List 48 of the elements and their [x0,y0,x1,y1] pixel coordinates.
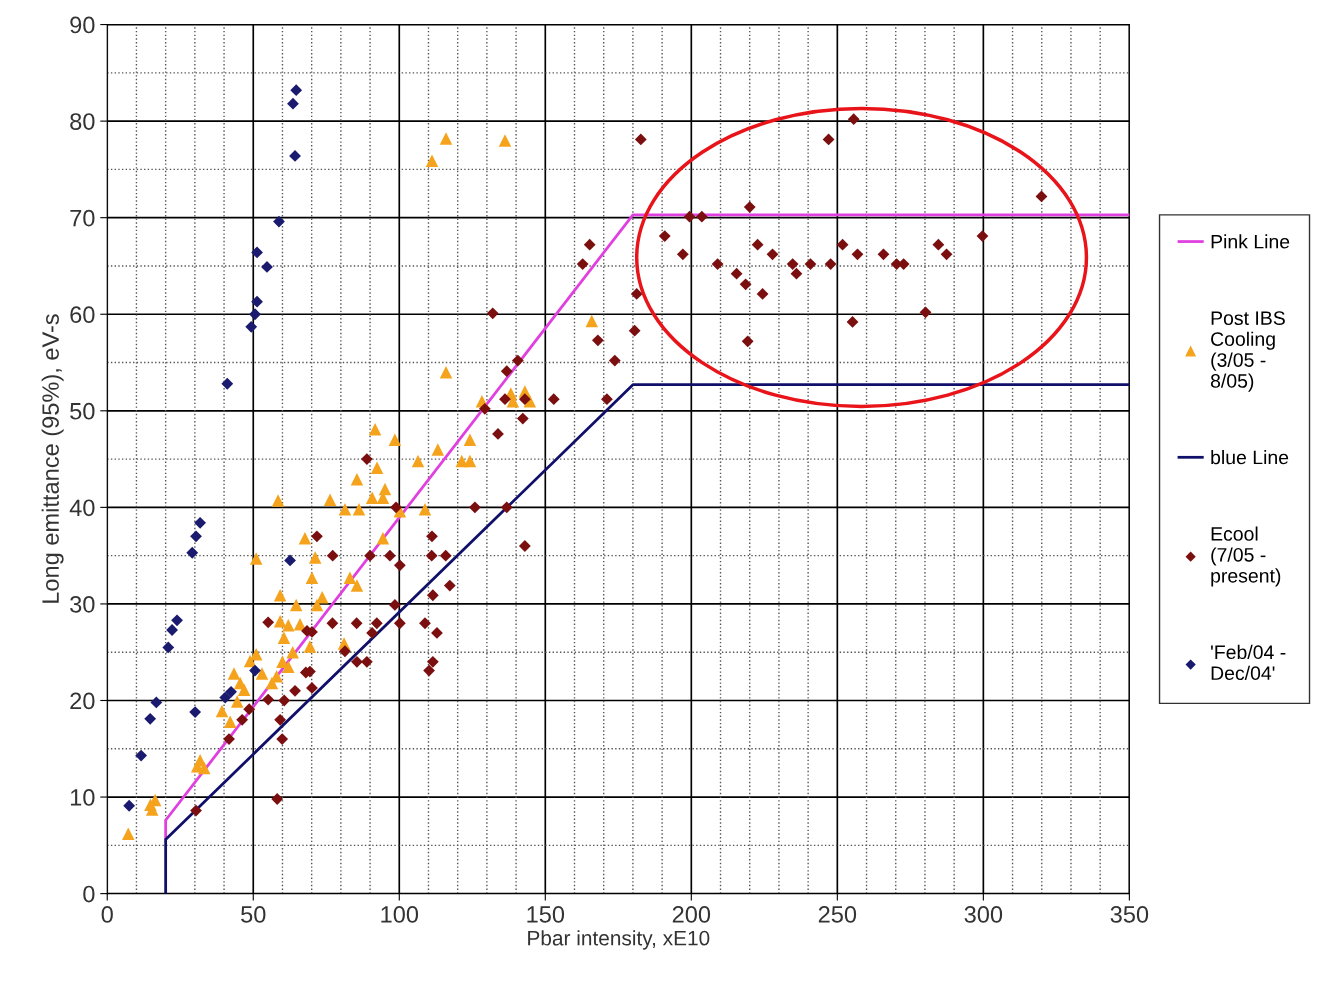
x-tick-label: 300 [964,906,1003,923]
point [189,706,202,718]
y-tick-label: 60 [70,306,95,324]
legend-label: Pink Line [1211,234,1290,249]
legend-label: blue Line [1211,450,1289,465]
y-tick-label: 80 [70,113,95,130]
y-tick-label: 70 [70,209,95,227]
point [135,749,148,762]
x-axis-title: Pbar intensity, xE10 [528,930,710,950]
point [171,614,183,627]
y-tick-label: 30 [70,596,95,613]
x-tick-label: 100 [381,906,419,923]
point [251,295,263,308]
legend-label: 'Feb/04 - Dec/04' [1211,644,1286,681]
y-tick-label: 50 [70,402,95,420]
point [186,546,199,559]
point [289,149,301,162]
x-tick-label: 200 [672,906,711,923]
y-tick-label: 40 [69,499,95,517]
point [290,84,303,97]
legend-label: Post IBS Cooling (3/05 - 8/05) [1210,311,1285,392]
point [144,712,157,725]
point [249,664,261,677]
point [225,685,237,698]
y-tick-label: 20 [70,692,95,710]
point [245,320,258,333]
point [249,308,261,321]
x-tick-label: 150 [527,906,565,923]
x-tick-label: 350 [1110,906,1149,923]
point [273,215,285,228]
point [194,516,206,529]
y-tick-label: 0 [83,885,95,903]
y-axis-title: Long emittance (95%), eV-s [41,314,64,603]
point [190,530,202,543]
point [284,554,296,567]
x-tick-label: 250 [818,906,857,923]
point [251,246,263,259]
point [221,377,234,390]
point [162,641,175,654]
point [123,799,136,812]
x-tick-label: 0 [101,906,113,923]
point [287,97,299,110]
legend-label: Ecool (7/05 - present) [1211,526,1281,587]
y-tick-label: 90 [70,16,95,34]
point [219,691,232,704]
y-tick-label: 10 [70,789,95,806]
point [150,696,163,709]
x-tick-label: 50 [241,906,266,923]
